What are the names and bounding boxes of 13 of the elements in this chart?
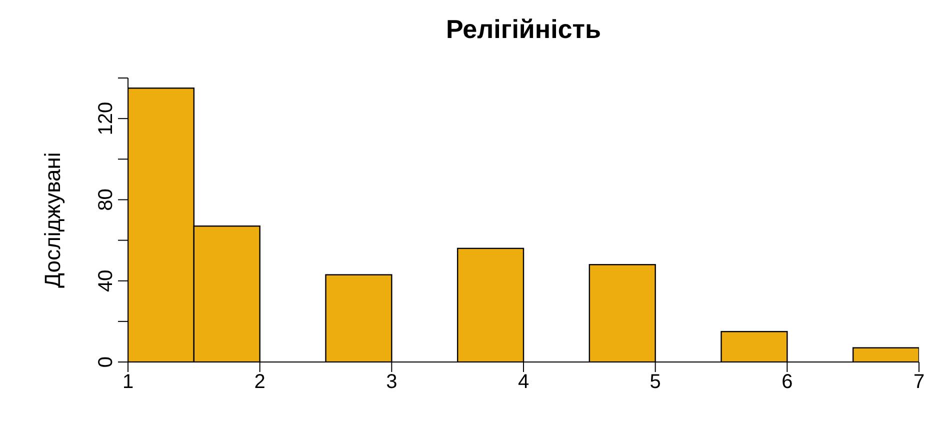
- x-tick-label: 2: [254, 371, 266, 394]
- y-tick-label: 0: [95, 356, 117, 368]
- y-axis-title: Досліджувані: [40, 152, 65, 288]
- y-tick-label: 120: [95, 102, 117, 136]
- chart-title: Релігійність: [444, 14, 602, 45]
- x-tick-label: 1: [122, 371, 134, 394]
- x-tick-label: 3: [386, 371, 398, 394]
- x-tick-label: 5: [650, 371, 661, 394]
- x-tick-label: 7: [913, 371, 925, 394]
- y-tick-label: 40: [95, 270, 117, 292]
- y-tick-label: 80: [95, 188, 117, 211]
- x-tick-label: 4: [518, 371, 530, 394]
- x-tick-label: 6: [782, 371, 793, 394]
